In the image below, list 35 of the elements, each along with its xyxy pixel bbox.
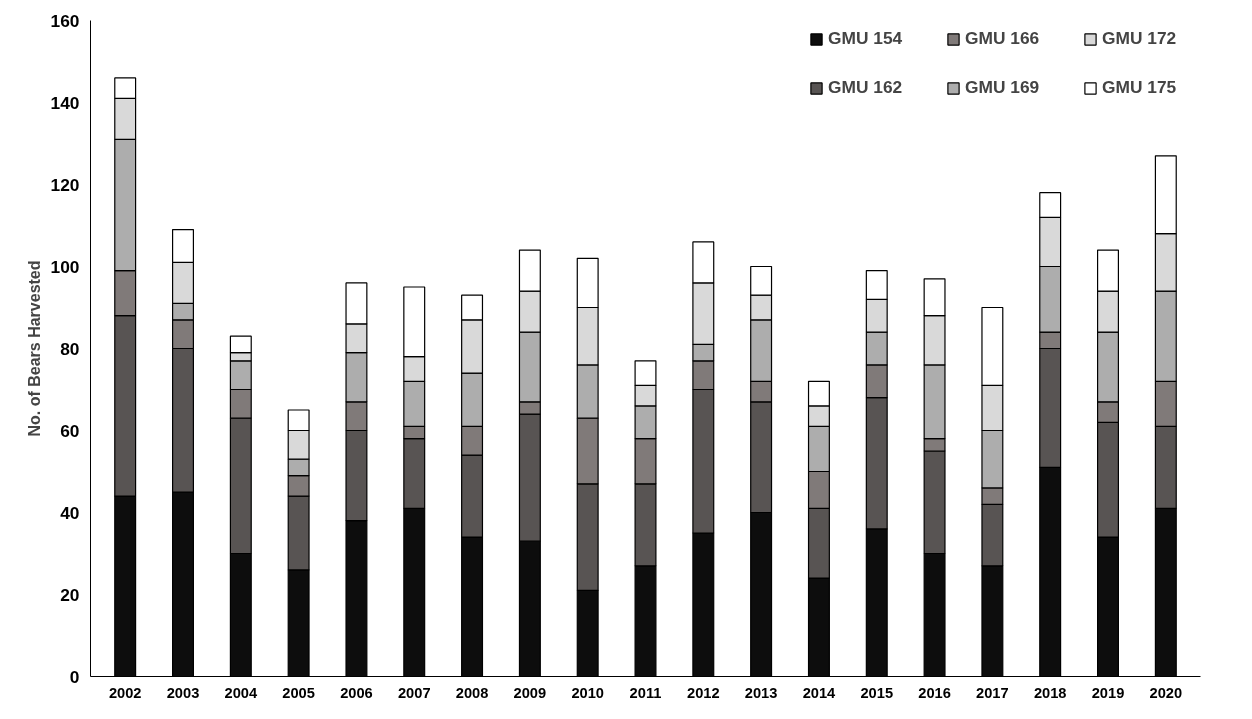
x-tick-label: 2019 [1091,684,1125,701]
y-tick-label: 20 [60,584,80,605]
x-tick-label: 2005 [282,684,315,701]
x-tick-label: 2002 [108,684,142,701]
y-tick-label: 100 [50,256,80,277]
x-tick-label: 2007 [397,684,431,701]
x-tick-label: 2009 [513,684,547,701]
x-tick-label: 2018 [1033,684,1067,701]
x-tick-label: 2008 [455,684,489,701]
x-tick-label: 2015 [860,684,894,701]
legend-label: GMU 166 [965,28,1041,49]
x-tick-label: 2017 [976,684,1009,701]
x-tick-label: 2004 [224,684,258,701]
x-tick-label: 2003 [166,684,200,701]
y-tick-label: 80 [60,338,80,359]
legend-label: GMU 162 [828,77,904,98]
y-tick-label: 140 [50,92,80,113]
x-tick-label: 2013 [744,684,778,701]
x-tick-label: 2006 [340,684,373,701]
x-tick-label: 2011 [629,684,662,701]
x-tick-label: 2014 [802,684,837,701]
legend-label: GMU 169 [965,77,1041,98]
x-tick-label: 2016 [918,684,951,701]
legend-label: GMU 154 [828,28,904,49]
legend-label: GMU 175 [1102,77,1178,98]
y-tick-label: 40 [60,502,80,523]
y-tick-label: 60 [60,420,80,441]
legend-label: GMU 172 [1102,28,1178,49]
y-tick-label: 160 [50,10,80,31]
x-tick-label: 2010 [571,684,604,701]
y-axis-title: No. of Bears Harvested [25,260,43,437]
y-tick-label: 120 [50,174,80,195]
y-tick-label: 0 [69,666,80,687]
x-tick-label: 2012 [687,684,720,701]
x-tick-label: 2020 [1149,684,1183,701]
